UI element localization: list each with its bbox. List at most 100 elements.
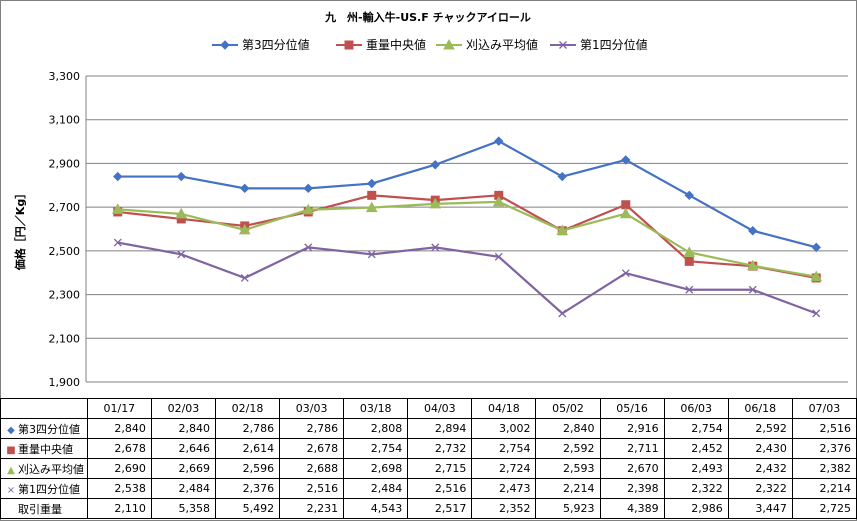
series-name: 刈込み平均値 <box>18 462 84 476</box>
data-point-s4-6 <box>431 243 440 252</box>
y-tick-label: 2,700 <box>49 201 81 214</box>
y-tick-label: 2,300 <box>49 289 81 302</box>
x-tick-label: 02/18 <box>214 398 281 419</box>
y-axis-label: 価格［円／Kg］ <box>13 188 27 271</box>
table-corner <box>0 398 88 419</box>
data-label: 2,493 <box>663 458 729 479</box>
data-point-s3-5 <box>365 201 378 213</box>
table-row: ■ 重量中央値 2,678 2,646 2,614 2,678 2,754 2,732 2,75… <box>0 438 857 459</box>
data-point-s1-5 <box>367 178 377 189</box>
data-label: 2,678 <box>86 438 152 459</box>
x-tick-label: 06/18 <box>727 398 793 419</box>
table-row-label-2: ■ 重量中央値 <box>0 438 88 459</box>
data-label: 2,593 <box>535 458 601 479</box>
data-point-s4-12 <box>812 309 821 318</box>
data-point-s1-11 <box>748 226 758 236</box>
data-point-s1-8 <box>557 171 567 182</box>
data-label: 2,110 <box>86 498 152 519</box>
data-label: 2,754 <box>471 438 537 459</box>
data-label: 2,214 <box>535 478 601 499</box>
table-marker-icon: ▲ <box>7 464 15 476</box>
table-row-label-4: × 第1四分位値 <box>0 478 88 499</box>
x-tick-label: 01/17 <box>86 398 152 419</box>
x-tick-label: 07/03 <box>791 398 857 419</box>
series-name: 第3四分位値 <box>18 422 80 436</box>
data-point-s4-10 <box>685 285 694 294</box>
data-label: 2,715 <box>407 458 473 479</box>
series-line-2 <box>117 194 817 280</box>
data-point-s3-10 <box>683 246 696 257</box>
table-marker-icon: ■ <box>6 444 16 456</box>
y-tick-label: 2,500 <box>49 245 81 258</box>
data-point-s4-2 <box>177 250 186 259</box>
data-point-s3-4 <box>302 203 315 215</box>
data-label: 2,754 <box>663 418 729 439</box>
data-point-s4-11 <box>748 285 757 294</box>
data-label: 2,670 <box>599 458 665 479</box>
series-line-4 <box>117 241 817 315</box>
data-point-s4-4 <box>304 243 313 252</box>
data-label: 2,754 <box>343 438 409 459</box>
data-label: 5,492 <box>214 498 281 519</box>
legend-label-4: 第1四分位値 <box>580 37 648 52</box>
x-tick-label: 03/03 <box>279 398 345 419</box>
data-label: 2,484 <box>343 478 409 499</box>
data-point-s4-8 <box>558 309 567 318</box>
data-label: 3,002 <box>471 418 537 439</box>
table-row: 取引重量 2,110 5,358 5,492 2,231 4,543 2,517 2,352 5… <box>0 498 857 519</box>
data-label: 2,724 <box>471 458 537 479</box>
y-tick-label: 2,100 <box>49 332 81 345</box>
table-row: × 第1四分位値 2,538 2,484 2,376 2,516 2,484 2,516 2,4… <box>0 478 857 499</box>
data-label: 2,669 <box>150 458 216 479</box>
data-label: 2,646 <box>150 438 216 459</box>
data-point-s1-1 <box>113 171 123 182</box>
data-label: 2,517 <box>407 498 473 519</box>
data-point-s4-1 <box>113 238 122 247</box>
data-label: 2,516 <box>407 478 473 499</box>
data-label: 2,688 <box>279 458 345 479</box>
y-tick-label: 3,100 <box>49 114 81 127</box>
data-label: 2,352 <box>471 498 537 519</box>
data-label: 2,840 <box>86 418 152 439</box>
data-label: 2,732 <box>407 438 473 459</box>
data-label: 2,592 <box>535 438 601 459</box>
data-label: 2,322 <box>663 478 729 499</box>
data-label: 2,473 <box>471 478 537 499</box>
data-label: 2,322 <box>727 478 793 499</box>
legend-label-3: 刈込み平均値 <box>466 37 538 52</box>
table-marker-icon: × <box>6 484 16 496</box>
data-label: 2,894 <box>407 418 473 439</box>
data-point-s4-5 <box>367 250 376 259</box>
data-label: 2,398 <box>599 478 665 499</box>
data-point-s3-7 <box>492 195 505 207</box>
x-tick-label: 02/03 <box>150 398 216 419</box>
data-label: 2,376 <box>791 438 857 459</box>
data-point-s4-9 <box>621 269 630 278</box>
data-point-s1-2 <box>176 171 186 182</box>
table-row: ◆ 第3四分位値 2,840 2,840 2,786 2,786 2,808 2,894 3,0… <box>0 418 857 439</box>
data-label: 2,840 <box>150 418 216 439</box>
data-label: 2,516 <box>279 478 345 499</box>
data-label: 2,614 <box>214 438 281 459</box>
data-label: 2,592 <box>727 418 793 439</box>
data-label: 2,452 <box>663 438 729 459</box>
data-point-s3-2 <box>175 207 188 219</box>
series-line-1 <box>117 139 817 249</box>
data-label: 2,786 <box>279 418 345 439</box>
data-label: 2,840 <box>535 418 601 439</box>
data-label: 2,231 <box>279 498 345 519</box>
data-label: 2,516 <box>791 418 857 439</box>
data-label: 2,538 <box>86 478 152 499</box>
legend-marker-1 <box>220 40 230 50</box>
x-tick-label: 05/02 <box>535 398 601 419</box>
data-label: 2,725 <box>791 498 857 519</box>
data-point-s1-12 <box>811 242 821 253</box>
y-tick-label: 2,900 <box>49 157 81 170</box>
data-point-s3-6 <box>429 197 442 209</box>
data-label: 2,916 <box>599 418 665 439</box>
data-label: 5,358 <box>150 498 216 519</box>
data-label: 2,382 <box>791 458 857 479</box>
data-point-s4-3 <box>240 274 249 282</box>
legend-label-2: 重量中央値 <box>366 37 426 52</box>
chart-title: 九 州-輸入牛-US.F チャックアイロール <box>324 10 531 24</box>
